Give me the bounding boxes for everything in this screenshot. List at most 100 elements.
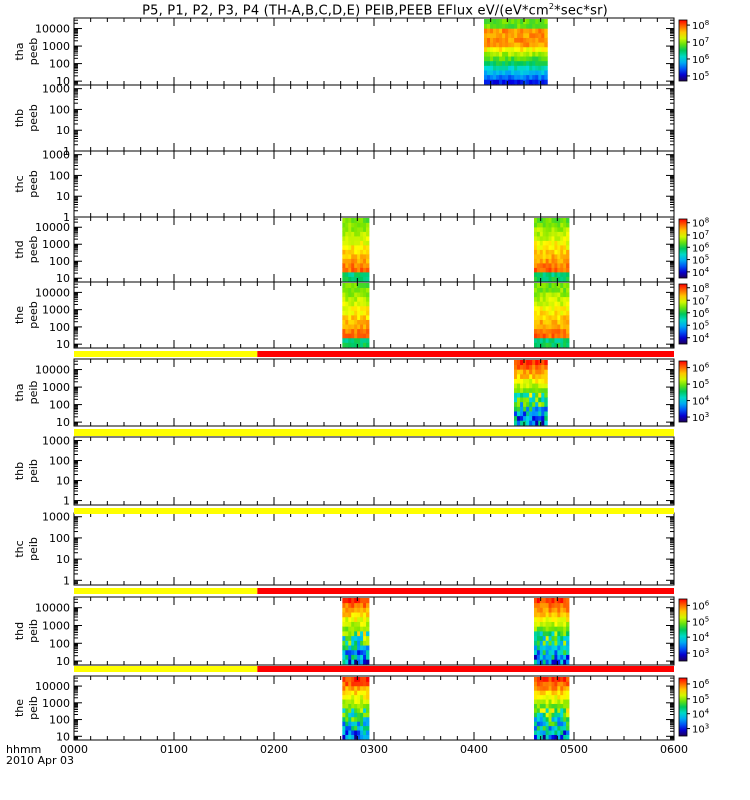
colorbar-tick-label: 103 — [692, 411, 709, 424]
spectrogram-cell — [551, 301, 555, 307]
spectrogram-cell — [545, 267, 549, 273]
panel-frame — [73, 436, 675, 506]
spectrogram-cell — [557, 725, 561, 731]
spectrogram-cell — [532, 387, 536, 393]
spectrogram-cell — [357, 267, 361, 273]
spectrogram-cell — [557, 249, 561, 255]
spectrogram-cell — [548, 342, 552, 348]
spectrogram-cell — [496, 42, 500, 48]
spectrogram-cell — [536, 654, 541, 660]
spectrogram-cell — [348, 324, 352, 330]
spectrogram-cell — [493, 42, 497, 48]
panel-probe-label: tha — [13, 383, 26, 401]
spectrogram-cell — [566, 598, 570, 604]
y-tick-label: 10000 — [35, 680, 70, 693]
spectrogram-cell — [345, 310, 349, 316]
spectrogram-cell — [548, 324, 552, 330]
spectrogram-cell — [535, 37, 539, 43]
spectrogram-cell — [514, 23, 518, 29]
spectrogram-cell — [520, 37, 524, 43]
spectrogram-cell — [351, 236, 355, 241]
spectrogram-cell — [490, 51, 494, 57]
spectrogram-cell — [342, 296, 346, 302]
spectrogram-cell — [542, 716, 547, 722]
spectrogram-cell — [560, 635, 564, 641]
spectrogram-cell — [363, 283, 367, 288]
spectrogram-cell — [541, 32, 545, 38]
spectrogram-cell — [493, 23, 497, 29]
spectrogram-cell — [357, 249, 361, 255]
spectrogram-cell — [357, 730, 361, 735]
spectrogram-cell — [538, 79, 542, 85]
spectrogram-cell — [520, 411, 524, 417]
spectrogram-cell — [557, 218, 561, 223]
spectrogram-cell — [534, 310, 538, 316]
spectrogram-cell — [517, 397, 521, 403]
spectrogram-cell — [563, 218, 567, 223]
spectrogram-cell — [348, 283, 352, 288]
spectrogram-cell — [560, 690, 564, 696]
spectrogram-cell — [351, 328, 355, 334]
spectrogram-cell — [354, 240, 358, 246]
spectrogram-cell — [363, 631, 367, 637]
spectrogram-cell — [541, 19, 545, 25]
spectrogram-cell — [529, 392, 533, 398]
spectrogram-cell — [560, 249, 564, 255]
spectrogram-cell — [357, 725, 361, 731]
spectrogram-cell — [484, 51, 488, 57]
spectrogram-cell — [366, 716, 370, 722]
spectrogram-cell — [505, 74, 509, 80]
spectrogram-cell — [563, 708, 567, 713]
x-tick-label: 0300 — [360, 743, 388, 756]
spectrogram-cell — [534, 227, 538, 232]
spectrogram-cell — [345, 227, 349, 232]
x-tick-label: 0400 — [460, 743, 488, 756]
spectrogram-cell — [548, 631, 552, 637]
spectrogram-cell — [345, 292, 349, 298]
colorbar-tick-label: 107 — [692, 229, 709, 242]
spectrogram-cell — [366, 319, 370, 325]
spectrogram-cell — [566, 292, 570, 298]
spectrogram-cell — [535, 65, 539, 71]
spectrogram-cell — [357, 254, 361, 259]
spectrogram-cell — [545, 612, 549, 618]
spectrogram-cell — [548, 283, 552, 288]
spectrogram-cell — [351, 240, 355, 246]
spectrogram-cell — [539, 612, 544, 618]
spectrogram-cell — [534, 730, 538, 735]
x-tick-label: 0000 — [60, 743, 88, 756]
spectrogram-cell — [554, 694, 558, 700]
status-bar — [74, 588, 674, 594]
spectrogram-cell — [363, 725, 367, 731]
spectrogram-cell — [366, 734, 370, 740]
spectrogram-cell — [363, 730, 367, 735]
spectrogram-cell — [357, 621, 361, 627]
spectrogram-cell — [542, 240, 547, 246]
spectrogram-cell — [490, 56, 494, 62]
spectrogram-cell — [345, 276, 349, 282]
spectrogram-cell — [539, 249, 544, 255]
spectrogram-cell — [363, 254, 367, 259]
spectrogram-cell — [526, 378, 530, 384]
spectrogram-cell — [557, 324, 561, 330]
colorbar-tick-label: 104 — [692, 631, 710, 644]
spectrogram-cell — [502, 51, 506, 57]
spectrogram-cell — [345, 659, 349, 665]
spectrogram-cell — [532, 411, 536, 417]
spectrogram-cell — [342, 607, 346, 613]
spectrogram-cell — [551, 716, 555, 722]
spectrogram-cell — [508, 70, 512, 76]
spectrogram-cell — [345, 254, 349, 259]
spectrogram-cell — [499, 46, 503, 52]
spectrogram-cell — [360, 703, 364, 709]
spectrogram-cell — [560, 626, 564, 632]
spectrogram-cell — [529, 401, 533, 407]
spectrogram-cell — [548, 227, 552, 232]
spectrogram-cell — [557, 598, 561, 604]
spectrogram-cell — [566, 296, 570, 302]
spectrogram-cell — [345, 607, 349, 613]
spectrogram-cell — [566, 218, 570, 223]
spectrogram-cell — [517, 406, 521, 412]
